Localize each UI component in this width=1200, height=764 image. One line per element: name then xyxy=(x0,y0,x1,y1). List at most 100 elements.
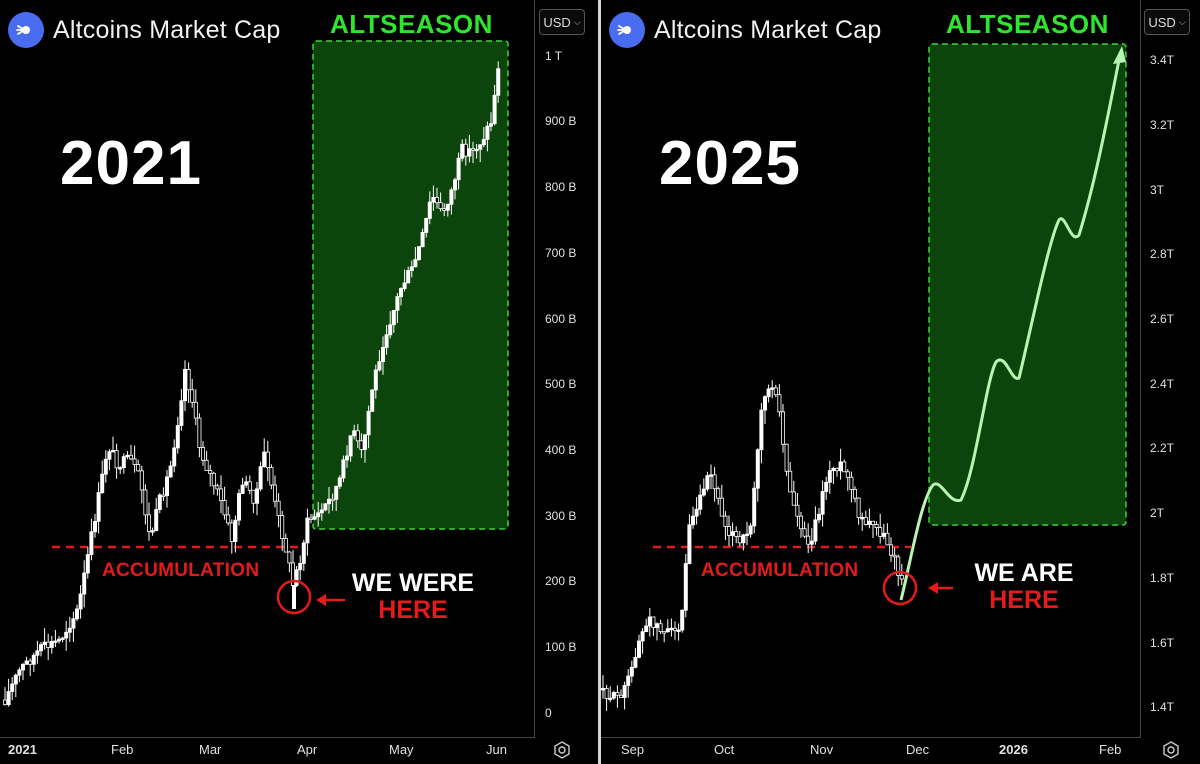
accumulation-label: ACCUMULATION xyxy=(102,560,260,581)
candle-body xyxy=(128,454,133,460)
currency-selector[interactable]: USD ⌵ xyxy=(539,9,585,35)
callout-arrowhead xyxy=(928,582,938,594)
y-tick-label: 1.8T xyxy=(1150,571,1175,585)
candle-body xyxy=(276,500,281,516)
candle-body xyxy=(53,640,58,643)
candle-body xyxy=(35,650,40,656)
candle-body xyxy=(434,196,439,204)
y-tick-label: 900 B xyxy=(545,114,577,128)
candle-body xyxy=(157,494,162,510)
candle-body xyxy=(132,458,137,465)
y-tick-label: 800 B xyxy=(545,180,577,194)
candle-body xyxy=(467,148,472,157)
candle-body xyxy=(780,411,785,445)
candle-body xyxy=(431,196,436,203)
x-tick-label: Feb xyxy=(1099,742,1122,757)
candle-body xyxy=(640,631,645,642)
candle-body xyxy=(658,623,663,633)
candle-body xyxy=(438,202,443,210)
candle-body xyxy=(492,94,497,125)
candle-body xyxy=(831,467,836,472)
candle-body xyxy=(488,123,493,127)
x-tick-label: May xyxy=(389,742,414,757)
candle-body xyxy=(373,369,378,391)
x-tick-label: Feb xyxy=(111,742,134,757)
x-tick-label: Jun xyxy=(486,742,507,757)
candle-body xyxy=(244,481,249,486)
candle-body xyxy=(842,461,847,473)
candle-body xyxy=(121,456,126,469)
candle-body xyxy=(348,435,353,457)
x-tick-label: Oct xyxy=(714,742,735,757)
callout-red-text: HERE xyxy=(378,596,448,624)
candle-body xyxy=(251,489,256,504)
candle-body xyxy=(150,530,155,533)
candle-body xyxy=(182,368,187,402)
candle-body xyxy=(312,516,317,520)
candle-body xyxy=(60,637,65,640)
price-axis-border xyxy=(1140,0,1141,738)
candle-body xyxy=(849,476,854,490)
candle-body xyxy=(409,266,414,271)
candle-body xyxy=(824,481,829,492)
candle-body xyxy=(100,473,105,494)
candle-body xyxy=(777,394,782,413)
y-tick-label: 700 B xyxy=(545,246,577,260)
brand-title: Altcoins Market Cap xyxy=(53,15,281,44)
candle-body xyxy=(190,389,195,403)
candle-body xyxy=(39,644,44,652)
candle-body xyxy=(791,491,796,506)
altcoins-logo-icon xyxy=(609,12,645,48)
candle-body xyxy=(57,638,62,642)
candle-body xyxy=(226,514,231,524)
candle-body xyxy=(727,526,732,536)
y-tick-label: 3.4T xyxy=(1150,53,1175,67)
candle-body xyxy=(13,674,18,685)
candle-body xyxy=(298,563,303,571)
candle-body xyxy=(424,218,429,233)
candle-body xyxy=(896,556,901,576)
candle-body xyxy=(651,616,656,628)
candle-body xyxy=(154,509,159,532)
candle-body xyxy=(42,641,47,645)
callout-white-text: WE ARE xyxy=(974,559,1074,587)
currency-selector[interactable]: USD ⌵ xyxy=(1144,9,1190,35)
candle-body xyxy=(838,461,843,472)
candle-body xyxy=(355,430,360,442)
candle-body xyxy=(427,201,432,219)
candle-body xyxy=(683,563,688,611)
candle-body xyxy=(813,519,818,542)
candle-body xyxy=(326,498,331,505)
candle-body xyxy=(445,203,450,211)
candle-body xyxy=(197,417,202,448)
chevron-down-icon: ⌵ xyxy=(1178,16,1186,27)
chart-panel-2025: Altcoins Market Cap 2025 ALTSEASON ACCUM… xyxy=(601,0,1200,764)
candle-body xyxy=(485,125,490,140)
candle-body xyxy=(755,449,760,489)
chart-canvas-2021 xyxy=(3,40,509,707)
candle-body xyxy=(294,569,299,586)
time-axis-border xyxy=(601,737,1140,738)
candle-body xyxy=(114,450,119,469)
candle-body xyxy=(193,401,198,419)
candle-body xyxy=(474,148,479,152)
callout-white-text: WE WERE xyxy=(351,569,475,597)
candle-body xyxy=(888,544,893,556)
candle-body xyxy=(712,474,717,490)
callout-red-text: HERE xyxy=(989,586,1059,614)
candle-body xyxy=(809,540,814,545)
candle-body xyxy=(222,500,227,516)
candle-body xyxy=(344,455,349,461)
candle-body xyxy=(352,430,357,437)
altseason-label: ALTSEASON xyxy=(330,9,493,39)
low-marker-circle xyxy=(882,570,918,606)
candle-body xyxy=(766,388,771,398)
candle-body xyxy=(186,368,191,391)
candle-body xyxy=(709,474,714,477)
settings-gear-icon[interactable] xyxy=(552,740,572,760)
candle-body xyxy=(481,138,486,146)
settings-gear-icon[interactable] xyxy=(1161,740,1181,760)
candle-body xyxy=(748,525,753,535)
candle-body xyxy=(626,675,631,686)
x-tick-label: Sep xyxy=(621,742,645,757)
